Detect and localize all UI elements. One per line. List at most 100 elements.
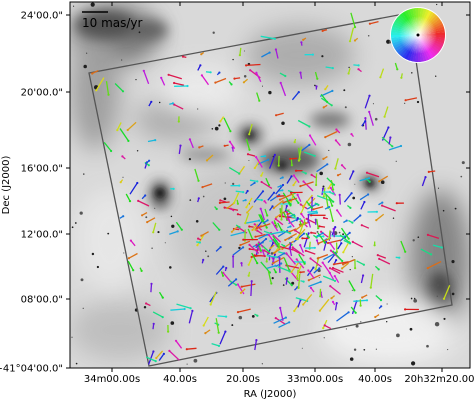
background-star — [426, 344, 429, 348]
y-tick-label: 24'00.0" — [21, 11, 63, 22]
source-point — [315, 183, 318, 187]
background-star — [282, 284, 285, 286]
y-axis: 24'00.0" 20'00.0" 16'00.0" 12'00.0" 08'00.0"… — [0, 11, 470, 375]
background-star — [353, 348, 357, 351]
background-star — [214, 126, 219, 131]
source-point — [334, 139, 337, 142]
background-star — [410, 361, 416, 366]
background-star — [238, 315, 243, 320]
proper-motion-vector — [332, 228, 335, 238]
source-point — [200, 234, 203, 237]
background-star — [248, 159, 250, 162]
source-point — [161, 316, 164, 319]
background-star — [345, 328, 347, 330]
source-point — [281, 183, 285, 187]
source-point — [305, 217, 308, 220]
source-point — [290, 270, 293, 274]
source-point — [274, 217, 277, 221]
background-star — [413, 297, 416, 300]
source-point — [278, 256, 281, 260]
background-star — [75, 362, 78, 365]
source-point — [291, 248, 294, 251]
source-point — [261, 220, 264, 223]
x-tick-label: 20h32m20.00s — [404, 374, 474, 385]
background-star — [451, 260, 455, 264]
source-point — [404, 308, 407, 311]
source-point — [317, 203, 320, 206]
source-point — [292, 184, 295, 187]
background-star — [207, 255, 210, 258]
background-star — [386, 303, 388, 305]
source-point — [297, 286, 300, 289]
source-point — [288, 321, 291, 324]
background-star — [251, 315, 255, 318]
source-point — [440, 246, 443, 249]
proper-motion-vector — [256, 223, 271, 229]
source-point — [316, 77, 319, 80]
proper-motion-vector — [273, 248, 281, 254]
source-point — [342, 251, 345, 254]
source-point — [171, 102, 174, 105]
source-point — [200, 74, 203, 77]
background-star — [231, 324, 234, 327]
source-point — [224, 330, 227, 333]
source-point — [357, 68, 360, 71]
proper-motion-vector — [322, 262, 332, 275]
proper-motion-vector — [275, 218, 284, 226]
proper-motion-vector — [356, 260, 365, 266]
background-star — [442, 209, 445, 212]
source-point — [259, 249, 263, 252]
source-point — [285, 204, 288, 208]
proper-motion-vector — [175, 221, 183, 231]
source-point — [122, 215, 125, 218]
source-point — [307, 232, 310, 235]
source-point — [263, 155, 267, 158]
proper-motion-vector — [152, 311, 164, 318]
background-star — [392, 217, 395, 219]
background-star — [261, 85, 264, 87]
source-point — [274, 271, 277, 274]
source-point — [334, 167, 337, 170]
proper-motion-vector — [283, 257, 291, 272]
proper-motion-vector — [334, 302, 338, 311]
source-point — [376, 254, 379, 257]
proper-motion-vector — [443, 285, 451, 300]
proper-motion-vector — [324, 324, 332, 330]
proper-motion-vector — [343, 239, 351, 244]
source-point — [308, 134, 312, 137]
proper-motion-vector — [303, 151, 315, 157]
source-point — [218, 71, 221, 74]
proper-motion-vector — [252, 223, 259, 231]
proper-motion-vector — [116, 122, 122, 131]
source-point — [242, 238, 245, 241]
source-point — [274, 48, 277, 51]
proper-motion-vector — [129, 182, 138, 195]
proper-motion-vector — [285, 252, 297, 265]
proper-motion-vector — [276, 252, 285, 259]
source-point — [191, 309, 194, 312]
source-point — [278, 246, 281, 249]
source-point — [144, 194, 147, 197]
proper-motion-vector — [336, 209, 343, 217]
source-point — [214, 81, 217, 84]
source-point — [198, 241, 201, 244]
source-point — [293, 141, 296, 144]
proper-motion-vector — [146, 217, 156, 223]
source-point — [315, 210, 318, 213]
source-point — [236, 283, 239, 286]
proper-motion-vector — [298, 146, 303, 161]
proper-motion-vector — [307, 270, 315, 279]
background-star — [188, 157, 192, 161]
source-point — [253, 181, 256, 184]
background-star — [243, 50, 246, 52]
proper-motion-vector — [277, 195, 285, 197]
source-point — [331, 204, 334, 207]
proper-motion-vector — [261, 181, 273, 189]
source-point — [332, 227, 335, 230]
source-point — [219, 120, 222, 123]
source-point — [294, 229, 297, 232]
source-point — [196, 244, 199, 247]
source-point — [228, 140, 231, 143]
proper-motion-vector — [388, 145, 402, 151]
source-point — [368, 94, 371, 97]
